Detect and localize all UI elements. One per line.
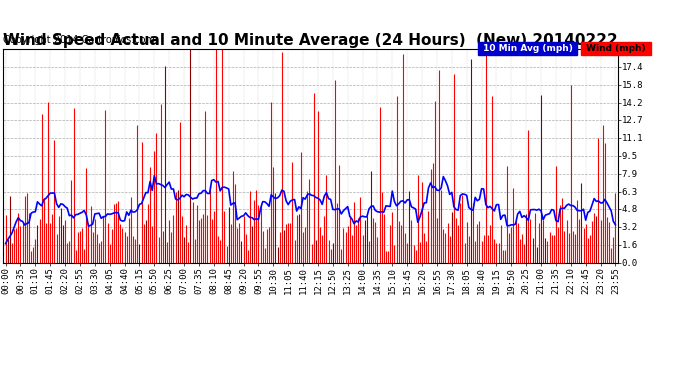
Text: Wind (mph): Wind (mph) [583, 44, 649, 53]
Text: Copyright 2014 Cartronics.com: Copyright 2014 Cartronics.com [3, 35, 155, 45]
Text: 10 Min Avg (mph): 10 Min Avg (mph) [480, 44, 575, 53]
Title: Wind Speed Actual and 10 Minute Average (24 Hours)  (New) 20140222: Wind Speed Actual and 10 Minute Average … [3, 33, 618, 48]
